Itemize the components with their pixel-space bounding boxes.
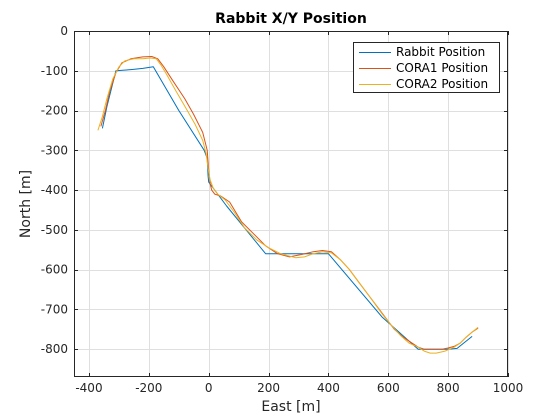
y-tick-label: -600 [41, 263, 68, 277]
x-tick-label: 1000 [493, 381, 524, 395]
x-tick-label: 800 [437, 381, 460, 395]
y-tick-label: -500 [41, 223, 68, 237]
legend: Rabbit Position CORA1 Position CORA2 Posit… [353, 42, 500, 93]
y-tick-label: -400 [41, 183, 68, 197]
x-tick-label: 0 [205, 381, 213, 395]
y-tick-label: -200 [41, 104, 68, 118]
x-tick-label: 400 [317, 381, 340, 395]
series-layer [97, 56, 479, 354]
chart-title: Rabbit X/Y Position [215, 11, 367, 27]
ticks: -400 -200 0 200 400 600 800 1000 0 -100 -200 -300 -4… [41, 24, 524, 395]
y-tick-label: -300 [41, 143, 68, 157]
legend-entries: Rabbit Position CORA1 Position CORA2 Posit… [359, 45, 488, 91]
x-tick-label: 200 [257, 381, 280, 395]
y-axis-title: North [m] [18, 170, 34, 238]
legend-label: CORA2 Position [396, 77, 488, 91]
y-tick-label: 0 [60, 24, 68, 38]
y-tick-label: -800 [41, 342, 68, 356]
series-line-2 [100, 56, 479, 350]
series-line-3 [97, 57, 479, 354]
axes-box [74, 31, 508, 377]
legend-label: Rabbit Position [396, 45, 485, 59]
y-tick-label: -100 [41, 64, 68, 78]
x-tick-label: -400 [75, 381, 102, 395]
legend-label: CORA1 Position [396, 61, 488, 75]
x-tick-label: 600 [377, 381, 400, 395]
x-tick-label: -200 [135, 381, 162, 395]
x-axis-title: East [m] [261, 399, 320, 415]
y-tick-label: -700 [41, 302, 68, 316]
